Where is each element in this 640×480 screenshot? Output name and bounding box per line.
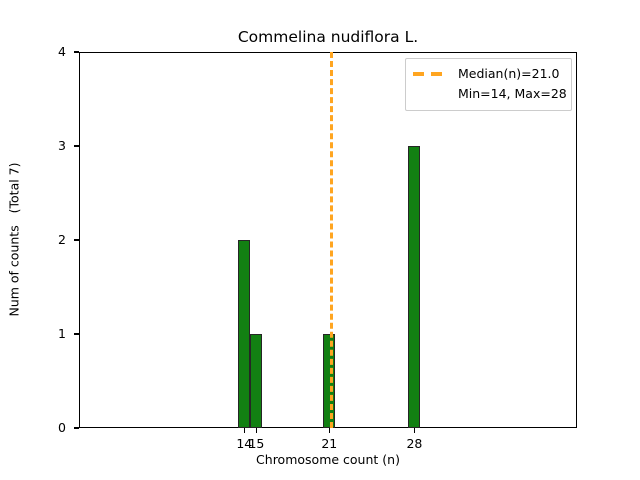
y-tick-label: 3 [58, 138, 66, 153]
y-tick-mark [74, 333, 79, 335]
x-tick-label: 15 [248, 436, 265, 451]
x-tick-label: 21 [321, 436, 338, 451]
y-tick-mark [74, 239, 79, 241]
y-tick-label: 4 [58, 44, 66, 59]
y-tick-mark [74, 51, 79, 53]
x-axis-label: Chromosome count (n) [256, 452, 400, 467]
y-tick-mark [74, 145, 79, 147]
median-line [330, 52, 333, 428]
y-axis-label: Num of counts (Total 7) [6, 162, 22, 317]
x-tick-mark [328, 428, 330, 433]
legend-entry-median: Median(n)=21.0 [413, 64, 564, 84]
x-tick-mark [255, 428, 257, 433]
x-tick-label: 28 [406, 436, 423, 451]
x-tick-label: 14 [236, 436, 253, 451]
y-tick-label: 1 [58, 326, 66, 341]
bar-14 [238, 240, 251, 428]
x-tick-mark [413, 428, 415, 433]
y-tick-label: 2 [58, 232, 66, 247]
bar-28 [408, 146, 421, 428]
y-tick-label: 0 [58, 420, 66, 435]
legend: Median(n)=21.0 Min=14, Max=28 [405, 58, 572, 111]
legend-label: Median(n)=21.0 [458, 66, 560, 81]
dashed-line-icon [413, 72, 449, 76]
x-tick-mark [243, 428, 245, 433]
bar-15 [250, 334, 263, 428]
chart-title: Commelina nudiflora L. [237, 28, 419, 46]
legend-entry-minmax: Min=14, Max=28 [413, 84, 567, 104]
blank-swatch-icon [413, 92, 449, 95]
y-tick-mark [74, 427, 79, 429]
legend-label: Min=14, Max=28 [458, 86, 567, 101]
